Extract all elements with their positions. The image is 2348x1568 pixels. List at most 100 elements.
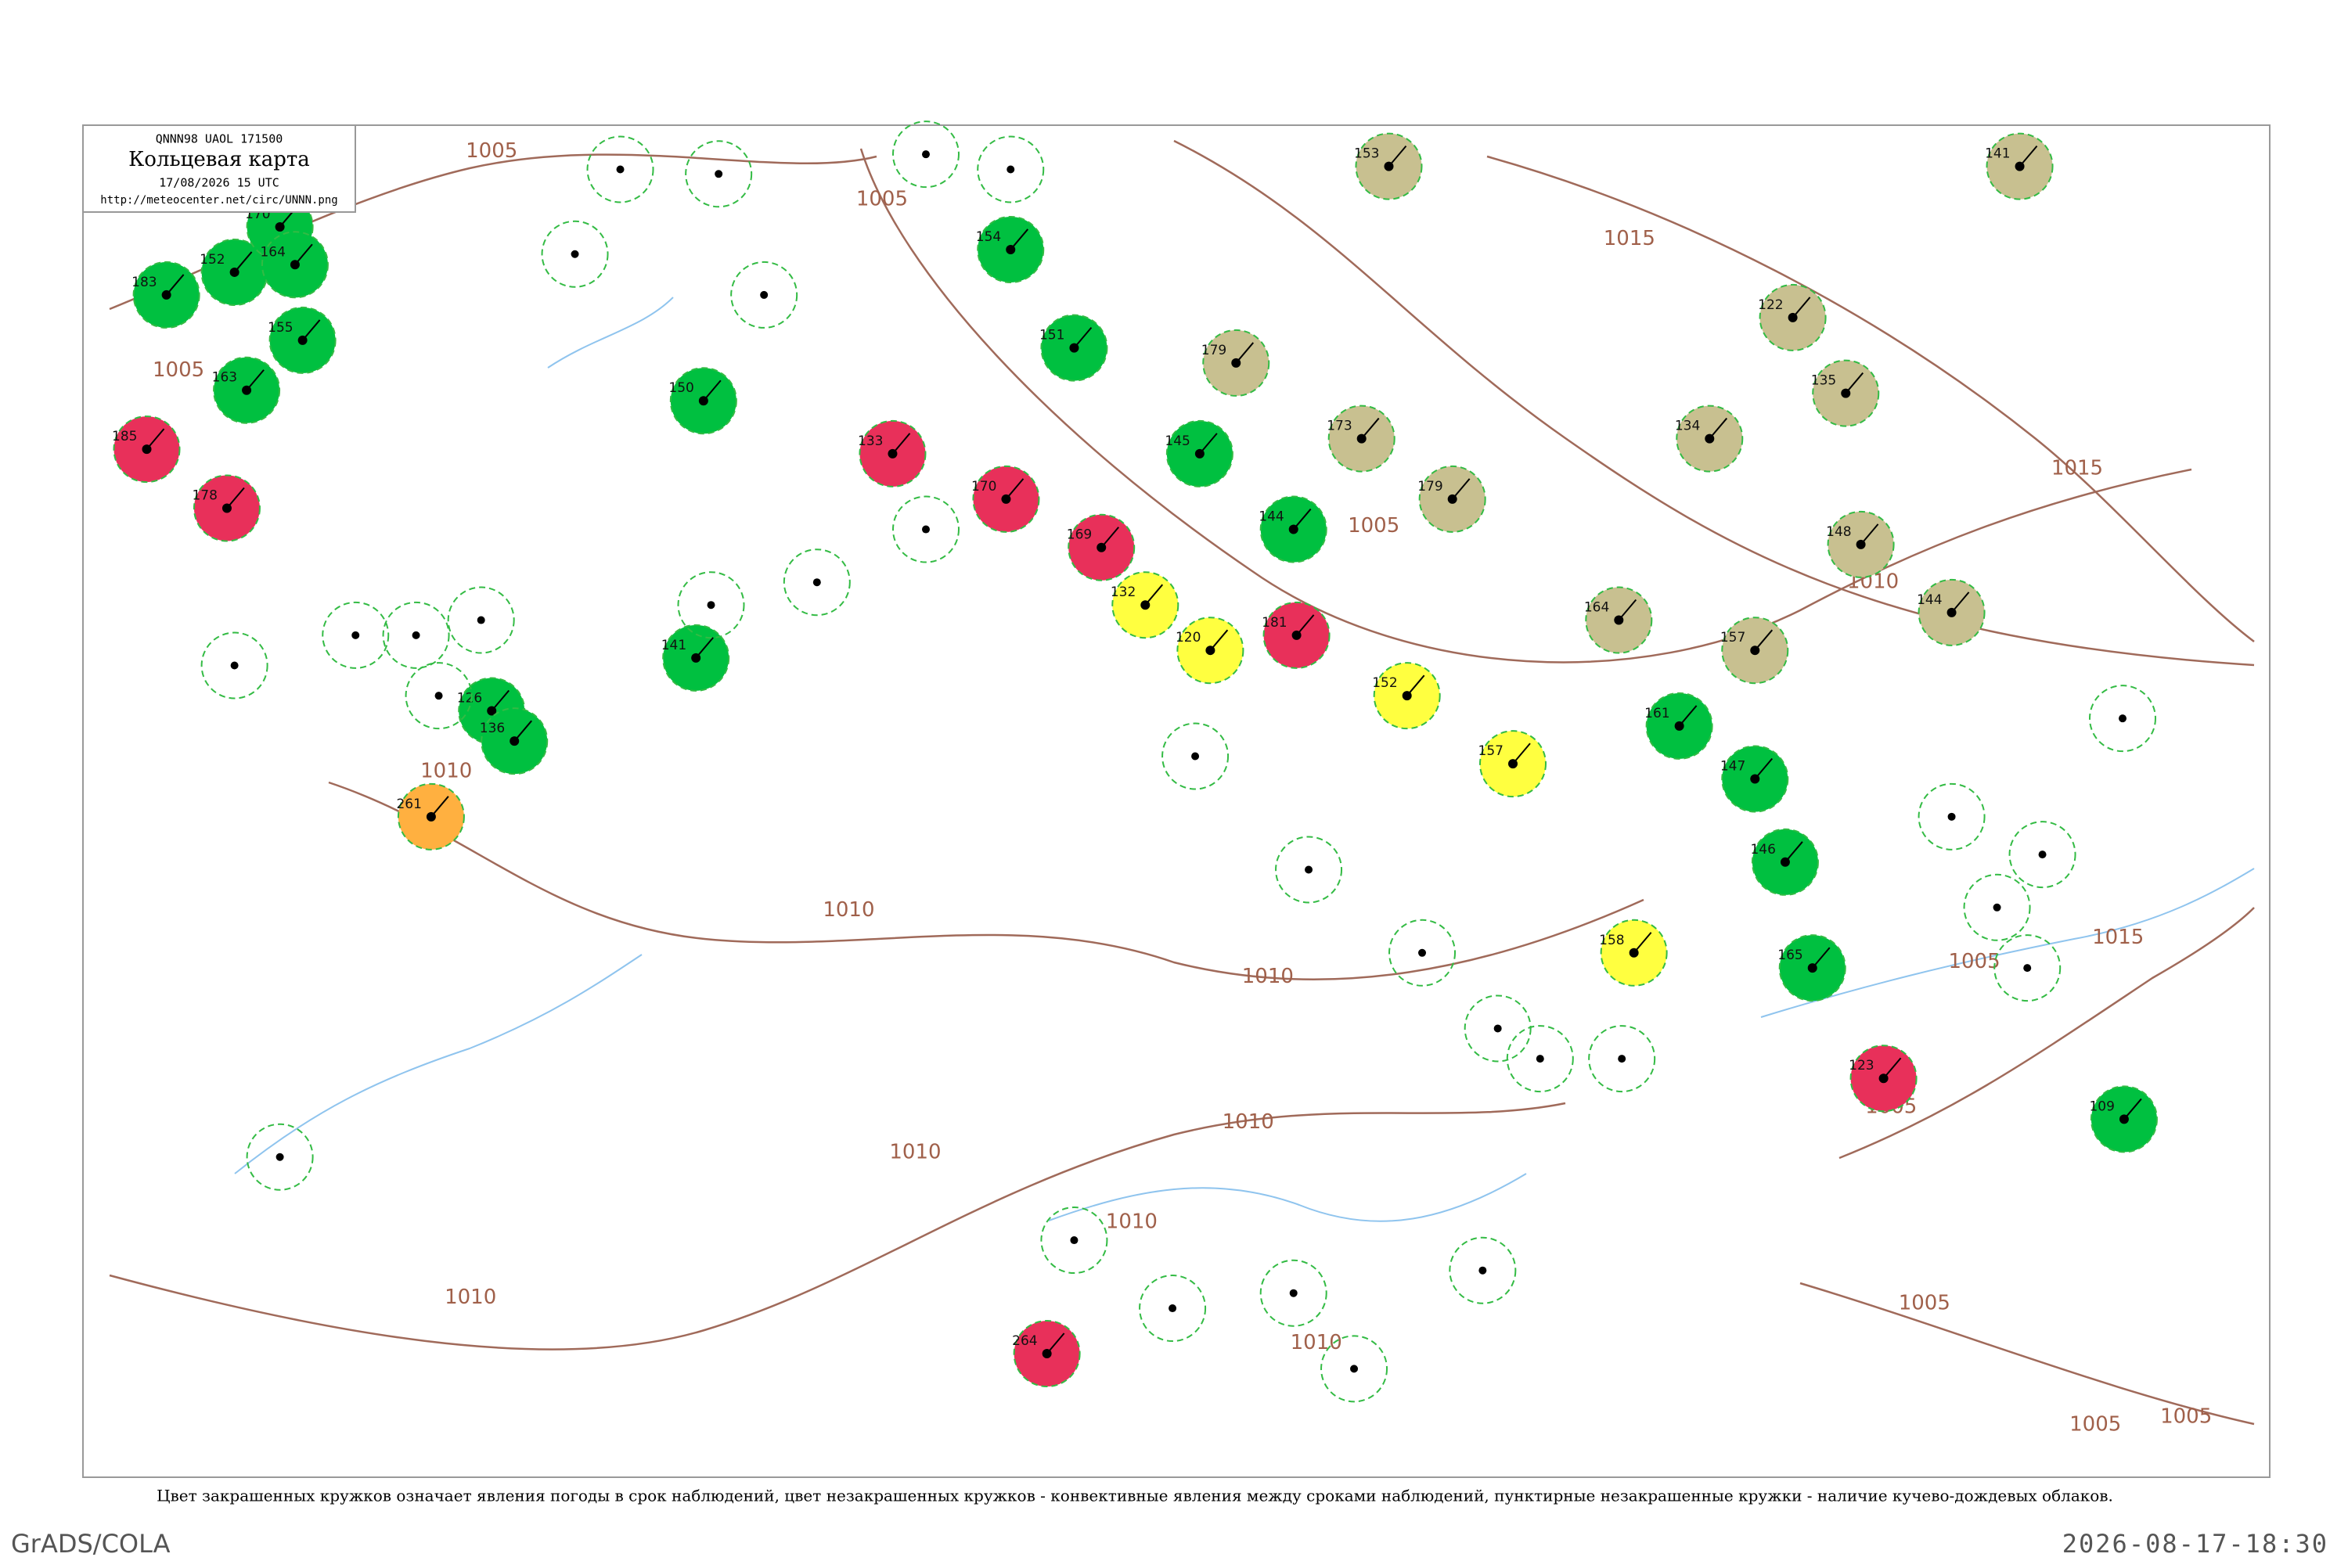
station-pressure: 154 bbox=[976, 229, 1001, 245]
station-dot bbox=[1478, 1266, 1487, 1275]
cb-ring bbox=[246, 1123, 314, 1191]
wind-barb bbox=[891, 433, 911, 455]
header-date: 17/08/2026 15 UTC bbox=[159, 176, 279, 190]
wind-barb bbox=[1845, 372, 1864, 394]
cb-ring bbox=[1275, 836, 1343, 904]
isobar-label: 1005 bbox=[2069, 1412, 2121, 1436]
wind-barb bbox=[703, 379, 722, 401]
footer-right: 2026-08-17-18:30 bbox=[2062, 1529, 2328, 1559]
station-dot bbox=[1305, 865, 1313, 874]
wind-barb bbox=[491, 689, 510, 712]
station-pressure: 157 bbox=[1720, 630, 1745, 646]
cb-ring bbox=[2088, 685, 2156, 753]
isobar bbox=[1838, 907, 2255, 1160]
isobar bbox=[328, 781, 1644, 981]
station-dot bbox=[812, 578, 821, 587]
cb-ring bbox=[200, 631, 268, 699]
station: 164 bbox=[260, 231, 329, 299]
station-dot bbox=[1947, 812, 1956, 821]
station: 133 bbox=[858, 419, 927, 487]
wind-barb bbox=[1860, 523, 1879, 545]
cb-ring bbox=[891, 120, 960, 189]
caption: Цвет закрашенных кружков означает явлени… bbox=[157, 1487, 2113, 1505]
station-pressure: 123 bbox=[1849, 1058, 1874, 1074]
station: 141 bbox=[1985, 132, 2054, 200]
station-pressure: 109 bbox=[2089, 1099, 2114, 1114]
station: 178 bbox=[192, 474, 261, 542]
station: 161 bbox=[1644, 692, 1713, 760]
wind-barb bbox=[1709, 417, 1728, 440]
station: 179 bbox=[1417, 465, 1486, 533]
station: 153 bbox=[1354, 132, 1423, 200]
cb-ring bbox=[1506, 1025, 1574, 1093]
cb-ring bbox=[1588, 1025, 1656, 1093]
station: 183 bbox=[131, 261, 200, 329]
isobar-label: 1005 bbox=[466, 139, 517, 163]
cb-ring bbox=[1320, 1335, 1388, 1403]
wind-barb bbox=[1010, 228, 1029, 250]
cb-ring bbox=[1161, 722, 1230, 790]
wind-barb bbox=[1950, 592, 1970, 613]
station: 148 bbox=[1826, 510, 1895, 578]
station-pressure: 132 bbox=[1111, 584, 1136, 600]
station-dot bbox=[230, 661, 239, 670]
isobar-label: 1015 bbox=[2051, 457, 2103, 480]
station: 164 bbox=[1584, 586, 1653, 654]
station-pressure: 150 bbox=[668, 380, 693, 396]
isobar-label: 1010 bbox=[445, 1286, 496, 1309]
station: 181 bbox=[1262, 601, 1331, 669]
station-pressure: 122 bbox=[1758, 297, 1783, 313]
station-dot bbox=[715, 170, 723, 178]
wind-barb bbox=[1754, 629, 1774, 651]
station-pressure: 181 bbox=[1262, 615, 1287, 631]
station-dot bbox=[1536, 1055, 1544, 1063]
station-pressure: 164 bbox=[1584, 600, 1609, 616]
cb-ring bbox=[677, 571, 745, 639]
wind-barb bbox=[1144, 584, 1164, 606]
station-dot bbox=[2118, 714, 2127, 723]
station-pressure: 134 bbox=[1675, 419, 1700, 434]
cb-ring bbox=[1449, 1236, 1517, 1304]
station: 179 bbox=[1201, 329, 1270, 397]
isobar-label: 1010 bbox=[1242, 965, 1294, 988]
station-pressure: 147 bbox=[1720, 758, 1745, 774]
cb-ring bbox=[891, 495, 960, 563]
station-pressure: 261 bbox=[396, 797, 421, 812]
isobar bbox=[1799, 1282, 2255, 1426]
wind-barb bbox=[1678, 705, 1698, 727]
station: 157 bbox=[1720, 617, 1789, 685]
wind-barb bbox=[1295, 614, 1315, 636]
isobar-label: 1005 bbox=[856, 188, 908, 211]
station-dot bbox=[412, 631, 420, 639]
station-pressure: 161 bbox=[1644, 706, 1669, 721]
cb-ring bbox=[1040, 1207, 1108, 1275]
station-dot bbox=[921, 525, 930, 534]
wind-barb bbox=[146, 428, 165, 450]
station-pressure: 120 bbox=[1176, 630, 1201, 646]
station-pressure: 148 bbox=[1826, 524, 1851, 540]
header-code: QNNN98 UAOL 171500 bbox=[156, 132, 283, 146]
station: 155 bbox=[268, 306, 337, 374]
station-dot bbox=[477, 616, 485, 624]
station-dot bbox=[1493, 1024, 1502, 1033]
wind-barb bbox=[1792, 297, 1811, 318]
station-dot bbox=[351, 631, 360, 639]
wind-barb bbox=[2123, 1098, 2142, 1120]
station-pressure: 158 bbox=[1599, 933, 1624, 948]
station-dot bbox=[1070, 1236, 1079, 1245]
wind-barb bbox=[1209, 629, 1229, 651]
station-pressure: 170 bbox=[971, 479, 996, 494]
station-pressure: 179 bbox=[1201, 343, 1226, 358]
wind-barb bbox=[1199, 433, 1218, 455]
cb-ring bbox=[783, 548, 851, 617]
isobar-label: 1010 bbox=[889, 1140, 941, 1163]
cb-ring bbox=[685, 140, 753, 208]
cb-ring bbox=[586, 135, 654, 203]
station-dot bbox=[707, 601, 715, 610]
cb-ring bbox=[1388, 919, 1457, 987]
station-pressure: 163 bbox=[212, 370, 237, 386]
wind-barb bbox=[1046, 1332, 1065, 1354]
station: 146 bbox=[1750, 828, 1819, 896]
wind-barb bbox=[165, 274, 185, 296]
